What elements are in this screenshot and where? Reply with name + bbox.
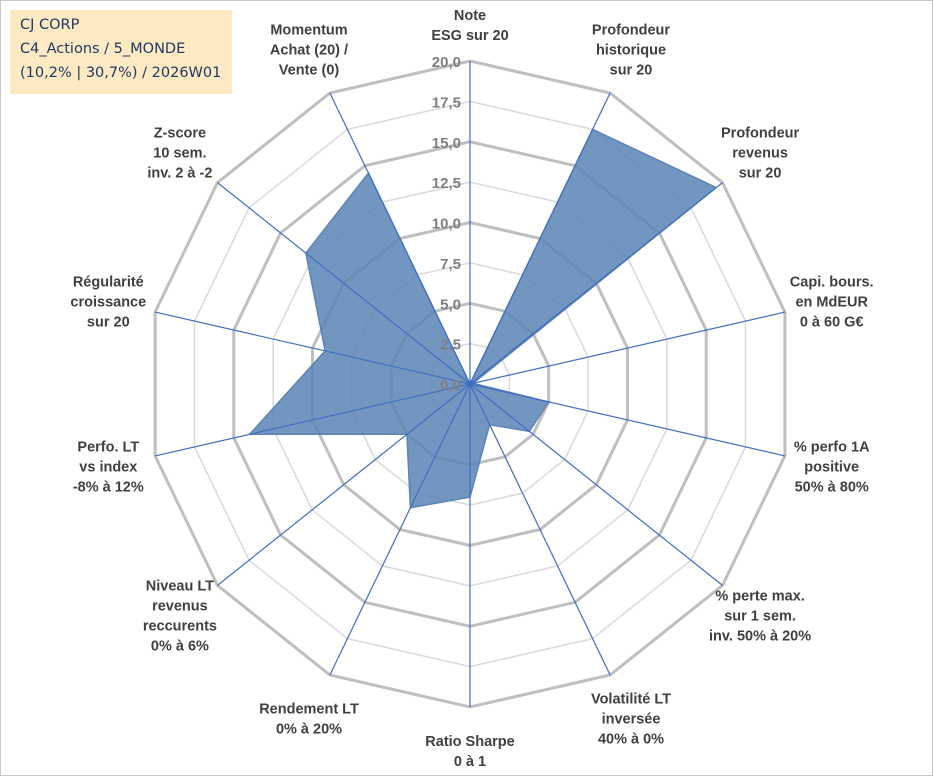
- axis-label: Momentum Achat (20) / Vente (0): [270, 23, 348, 79]
- axis-label: % perfo 1A positive 50% à 80%: [794, 440, 870, 496]
- tick-label: 12,5: [432, 175, 461, 192]
- tick-label: 7,5: [440, 256, 461, 273]
- axis-spoke: [469, 311, 786, 385]
- axis-spoke: [154, 383, 471, 457]
- axis-label: % perte max. sur 1 sem. inv. 50% à 20%: [709, 588, 811, 644]
- axis-label: Niveau LT revenus reccurents 0% à 6%: [143, 578, 217, 654]
- period-label: (10,2% | 30,7%) / 2026W01: [20, 65, 222, 81]
- tick-label: 0,0: [440, 377, 461, 394]
- radar-axis-labels: Note ESG sur 20 Profondeur historique sur 20…: [70, 8, 873, 770]
- axis-label: Perfo. LT vs index -8% à 12%: [73, 440, 144, 496]
- axis-label: Ratio Sharpe 0 à 1: [425, 734, 514, 770]
- tick-label: 17,5: [432, 94, 461, 111]
- axis-label: Z-score 10 sem. inv. 2 à -2: [147, 126, 212, 182]
- axis-spoke: [469, 383, 723, 586]
- axis-spoke: [469, 383, 611, 676]
- category-label: C4_Actions / 5_MONDE: [20, 41, 186, 57]
- radar-axes: [154, 61, 786, 707]
- axis-label: Profondeur revenus sur 20: [721, 126, 799, 182]
- series-area: [247, 128, 718, 509]
- tick-label: 20,0: [432, 54, 461, 71]
- axis-spoke: [217, 182, 471, 385]
- axis-spoke: [329, 92, 471, 385]
- tick-label: 15,0: [432, 135, 461, 152]
- tick-label: 2,5: [440, 337, 461, 354]
- company-name: CJ CORP: [20, 17, 80, 33]
- axis-spoke: [469, 182, 723, 385]
- axis-label: Capi. bours. en MdEUR 0 à 60 G€: [790, 274, 874, 330]
- axis-spoke: [217, 383, 471, 586]
- axis-spoke: [154, 311, 471, 385]
- info-box: CJ CORP C4_Actions / 5_MONDE (10,2% | 30…: [10, 10, 232, 94]
- axis-label: Profondeur historique sur 20: [592, 23, 670, 79]
- radar-series: [247, 128, 718, 509]
- axis-label: Note ESG sur 20: [431, 8, 508, 44]
- axis-label: Volatilité LT inversée 40% à 0%: [591, 691, 671, 747]
- axis-spoke: [469, 383, 786, 457]
- tick-label: 5,0: [440, 296, 461, 313]
- axis-label: Rendement LT 0% à 20%: [259, 701, 359, 737]
- axis-spoke: [469, 92, 611, 385]
- tick-label: 10,0: [432, 216, 461, 233]
- axis-label: Régularité croissance sur 20: [70, 274, 146, 330]
- axis-spoke: [329, 383, 471, 676]
- radar-tick-labels: 0,0 2,5 5,0 7,5 10,0 12,5 15,0 17,5 20,0: [432, 54, 461, 394]
